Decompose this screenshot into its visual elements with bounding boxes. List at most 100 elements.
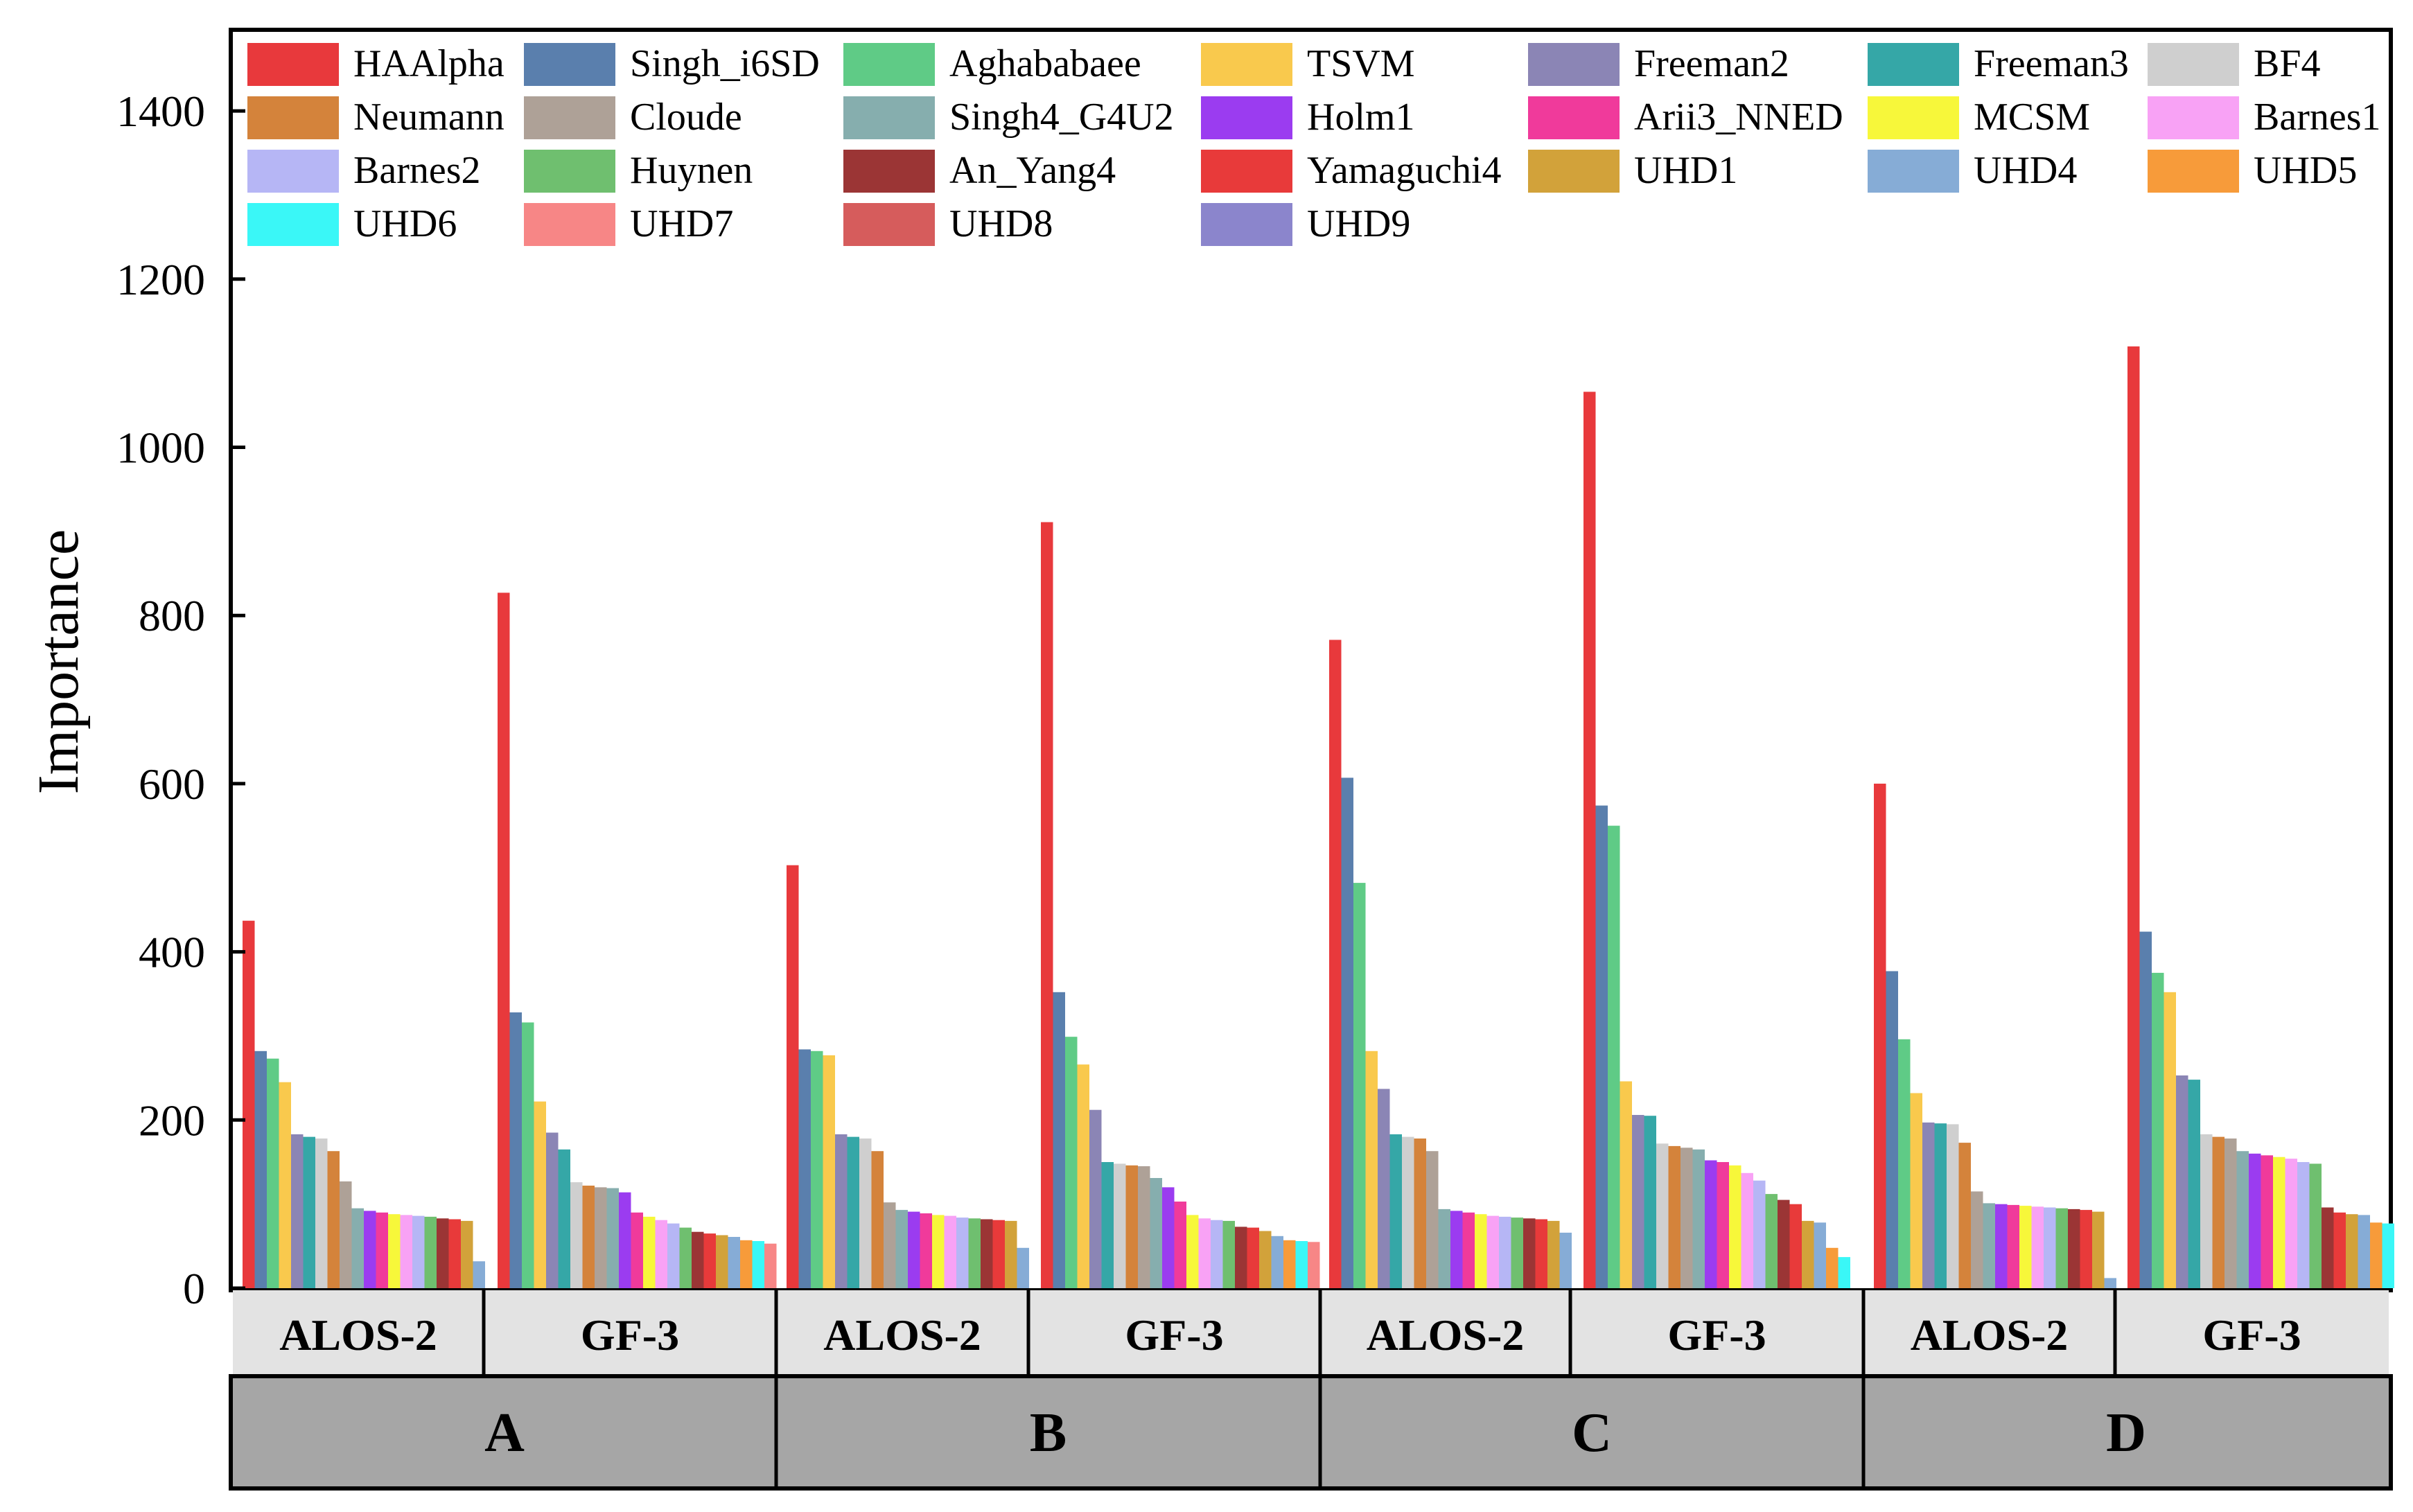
bar-C-ALOS-2-3 <box>1353 883 1366 1288</box>
bar-D-GF-3-8 <box>2212 1136 2225 1288</box>
bar-D-GF-3-9 <box>2225 1139 2237 1288</box>
bar-A-GF-3-16 <box>679 1227 692 1288</box>
bar-A-ALOS-2-14 <box>400 1215 412 1288</box>
legend-label: Singh_i6SD <box>630 42 820 85</box>
bar-D-GF-3-4 <box>2164 992 2176 1288</box>
group-row-frame <box>229 1374 2393 1491</box>
sensor-row-bg <box>233 1290 2389 1376</box>
bar-A-ALOS-2-12 <box>376 1212 388 1288</box>
bar-B-ALOS-2-20 <box>1017 1247 1029 1288</box>
y-tick-label: 1200 <box>116 255 205 304</box>
bar-B-ALOS-2-11 <box>908 1211 920 1288</box>
bar-D-ALOS-2-4 <box>1910 1093 1922 1288</box>
legend-label: An_Yang4 <box>949 149 1116 192</box>
y-tick-label: 1000 <box>116 423 205 473</box>
bar-D-GF-3-13 <box>2273 1157 2285 1288</box>
bar-D-ALOS-2-8 <box>1958 1143 1971 1288</box>
bar-A-GF-3-13 <box>643 1216 656 1288</box>
bar-A-ALOS-2-20 <box>473 1261 485 1288</box>
legend-swatch <box>1868 96 1959 139</box>
legend-label: Neumann <box>353 96 504 139</box>
bar-C-GF-3-4 <box>1620 1081 1632 1288</box>
bar-B-ALOS-2-3 <box>811 1051 823 1288</box>
bar-D-ALOS-2-6 <box>1934 1123 1947 1288</box>
bar-B-ALOS-2-4 <box>823 1055 835 1288</box>
bar-A-GF-3-12 <box>631 1212 643 1288</box>
bar-A-GF-3-20 <box>728 1237 740 1288</box>
bar-A-GF-3-17 <box>692 1231 704 1288</box>
bar-C-GF-3-9 <box>1681 1148 1693 1288</box>
legend-swatch <box>247 43 339 86</box>
bar-A-GF-3-15 <box>667 1223 680 1288</box>
bar-D-GF-3-7 <box>2200 1134 2213 1288</box>
bar-B-ALOS-2-19 <box>1005 1220 1017 1288</box>
bar-A-ALOS-2-16 <box>424 1216 437 1288</box>
bar-B-GF-3-6 <box>1101 1162 1114 1288</box>
bar-D-ALOS-2-10 <box>1983 1203 1995 1288</box>
legend-label: Barnes1 <box>2254 96 2381 139</box>
legend-label: HAAlpha <box>353 42 504 85</box>
bar-A-ALOS-2-3 <box>267 1058 279 1288</box>
bar-A-ALOS-2-7 <box>315 1139 328 1288</box>
bar-B-GF-3-3 <box>1065 1037 1078 1288</box>
bar-D-ALOS-2-2 <box>1886 971 1898 1288</box>
bar-C-ALOS-2-8 <box>1414 1139 1426 1288</box>
bar-C-GF-3-17 <box>1778 1199 1790 1288</box>
bar-C-GF-3-15 <box>1753 1180 1766 1288</box>
legend-swatch <box>247 96 339 139</box>
y-tick-label: 200 <box>139 1096 205 1145</box>
bar-D-GF-3-17 <box>2322 1207 2334 1288</box>
bar-D-GF-3-16 <box>2309 1163 2322 1288</box>
bar-A-ALOS-2-8 <box>327 1151 340 1288</box>
bar-D-ALOS-2-16 <box>2055 1208 2068 1288</box>
legend-label: Freeman2 <box>1634 42 1789 85</box>
bar-D-ALOS-2-17 <box>2068 1208 2080 1288</box>
bar-D-ALOS-2-5 <box>1922 1122 1935 1288</box>
bar-B-ALOS-2-10 <box>895 1210 908 1288</box>
bar-B-ALOS-2-6 <box>847 1136 859 1288</box>
legend-swatch <box>1868 150 1959 193</box>
bar-D-ALOS-2-13 <box>2019 1206 2032 1288</box>
bar-B-ALOS-2-12 <box>920 1213 932 1288</box>
bar-B-GF-3-20 <box>1271 1236 1283 1288</box>
legend-label: Aghababaee <box>949 42 1141 85</box>
legend-swatch <box>843 150 935 193</box>
bar-D-ALOS-2-14 <box>2031 1206 2044 1288</box>
bar-D-ALOS-2-12 <box>2007 1204 2019 1288</box>
bar-D-ALOS-2-19 <box>2092 1211 2105 1288</box>
legend-swatch <box>1528 96 1620 139</box>
bar-B-GF-3-10 <box>1150 1178 1162 1288</box>
bar-A-GF-3-1 <box>498 592 510 1288</box>
group-label: D <box>2106 1403 2146 1463</box>
bar-A-ALOS-2-10 <box>351 1208 364 1288</box>
sensor-label: ALOS-2 <box>1367 1310 1525 1360</box>
bar-D-ALOS-2-3 <box>1898 1039 1911 1288</box>
bar-C-ALOS-2-12 <box>1462 1212 1475 1288</box>
bar-D-GF-3-10 <box>2236 1151 2249 1288</box>
bar-A-GF-3-2 <box>509 1012 522 1288</box>
legend-swatch <box>843 96 935 139</box>
bar-C-ALOS-2-20 <box>1559 1232 1572 1288</box>
legend-label: UHD5 <box>2254 149 2357 192</box>
y-axis: 0 200 400 600 800 1000 1200 1400 <box>116 87 245 1313</box>
bar-B-GF-3-19 <box>1259 1231 1272 1288</box>
bar-D-ALOS-2-7 <box>1947 1124 1959 1288</box>
legend-label: UHD6 <box>353 202 457 245</box>
y-tick-label: 1400 <box>116 87 205 136</box>
bar-A-ALOS-2-19 <box>461 1220 473 1288</box>
bar-A-ALOS-2-11 <box>364 1211 376 1288</box>
bar-B-GF-3-23 <box>1308 1242 1320 1288</box>
bar-B-ALOS-2-14 <box>944 1215 956 1288</box>
legend-label: TSVM <box>1307 42 1415 85</box>
legend-swatch <box>1528 150 1620 193</box>
legend-label: Cloude <box>630 96 742 139</box>
bar-D-GF-3-14 <box>2285 1159 2297 1288</box>
bar-C-GF-3-1 <box>1583 392 1596 1288</box>
legend-label: BF4 <box>2254 42 2321 85</box>
bar-A-GF-3-14 <box>655 1220 667 1288</box>
bar-C-GF-3-19 <box>1802 1220 1814 1288</box>
bar-C-ALOS-2-9 <box>1426 1151 1439 1288</box>
bar-B-ALOS-2-15 <box>956 1217 969 1288</box>
group-row-bg <box>233 1376 2389 1488</box>
